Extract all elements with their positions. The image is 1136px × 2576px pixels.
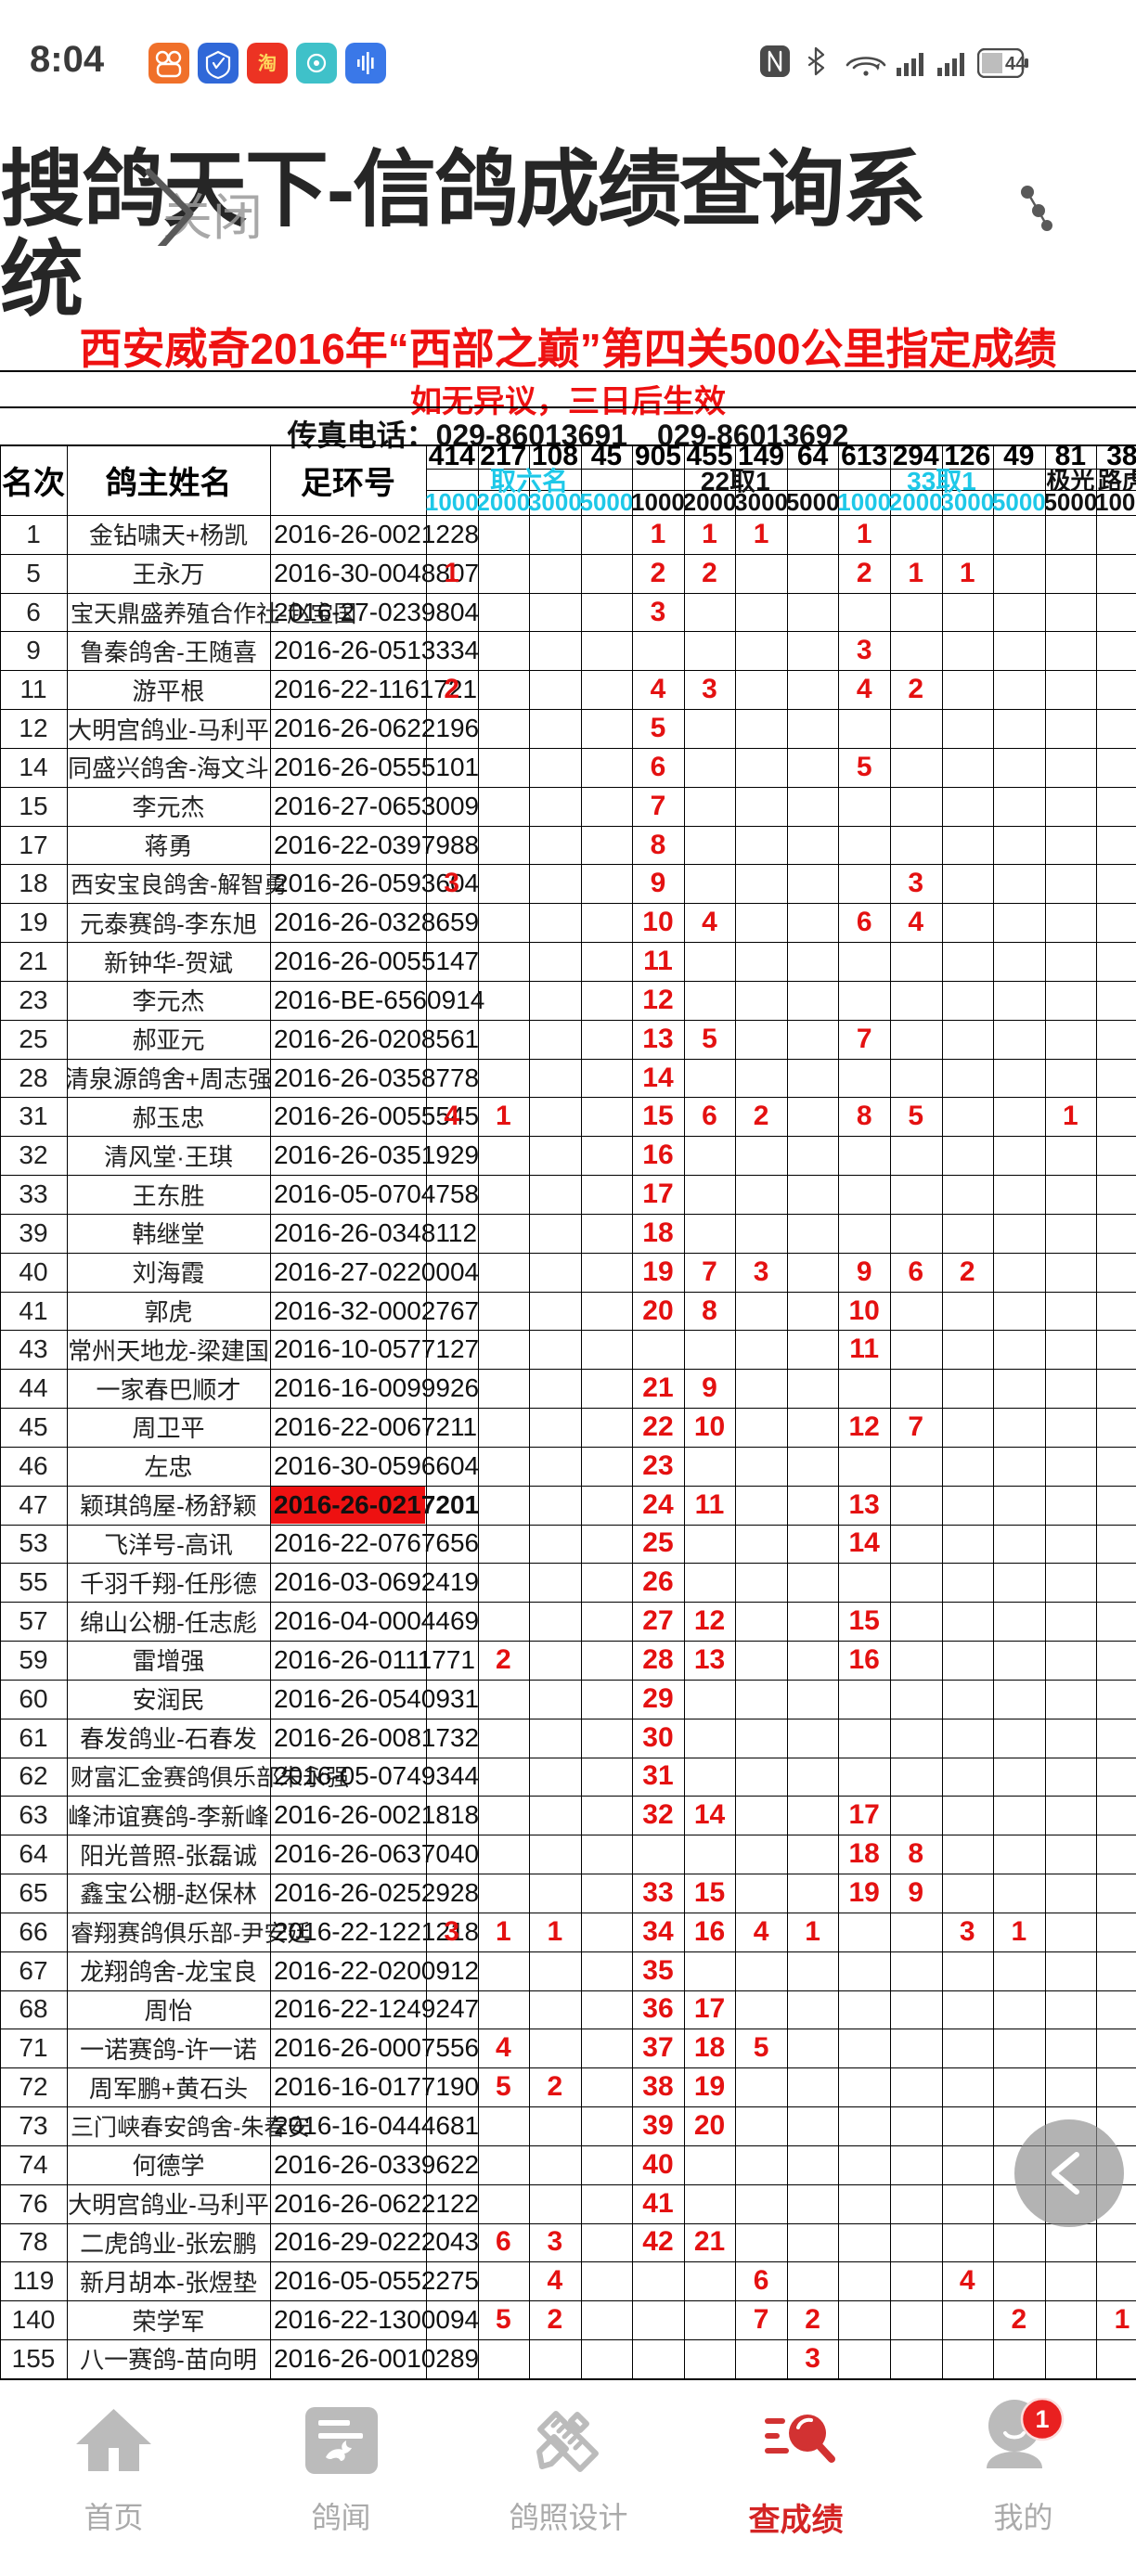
svg-text:淘: 淘 [258,52,277,74]
svg-text:1: 1 [1035,2405,1049,2433]
svg-text:44: 44 [1005,54,1026,74]
